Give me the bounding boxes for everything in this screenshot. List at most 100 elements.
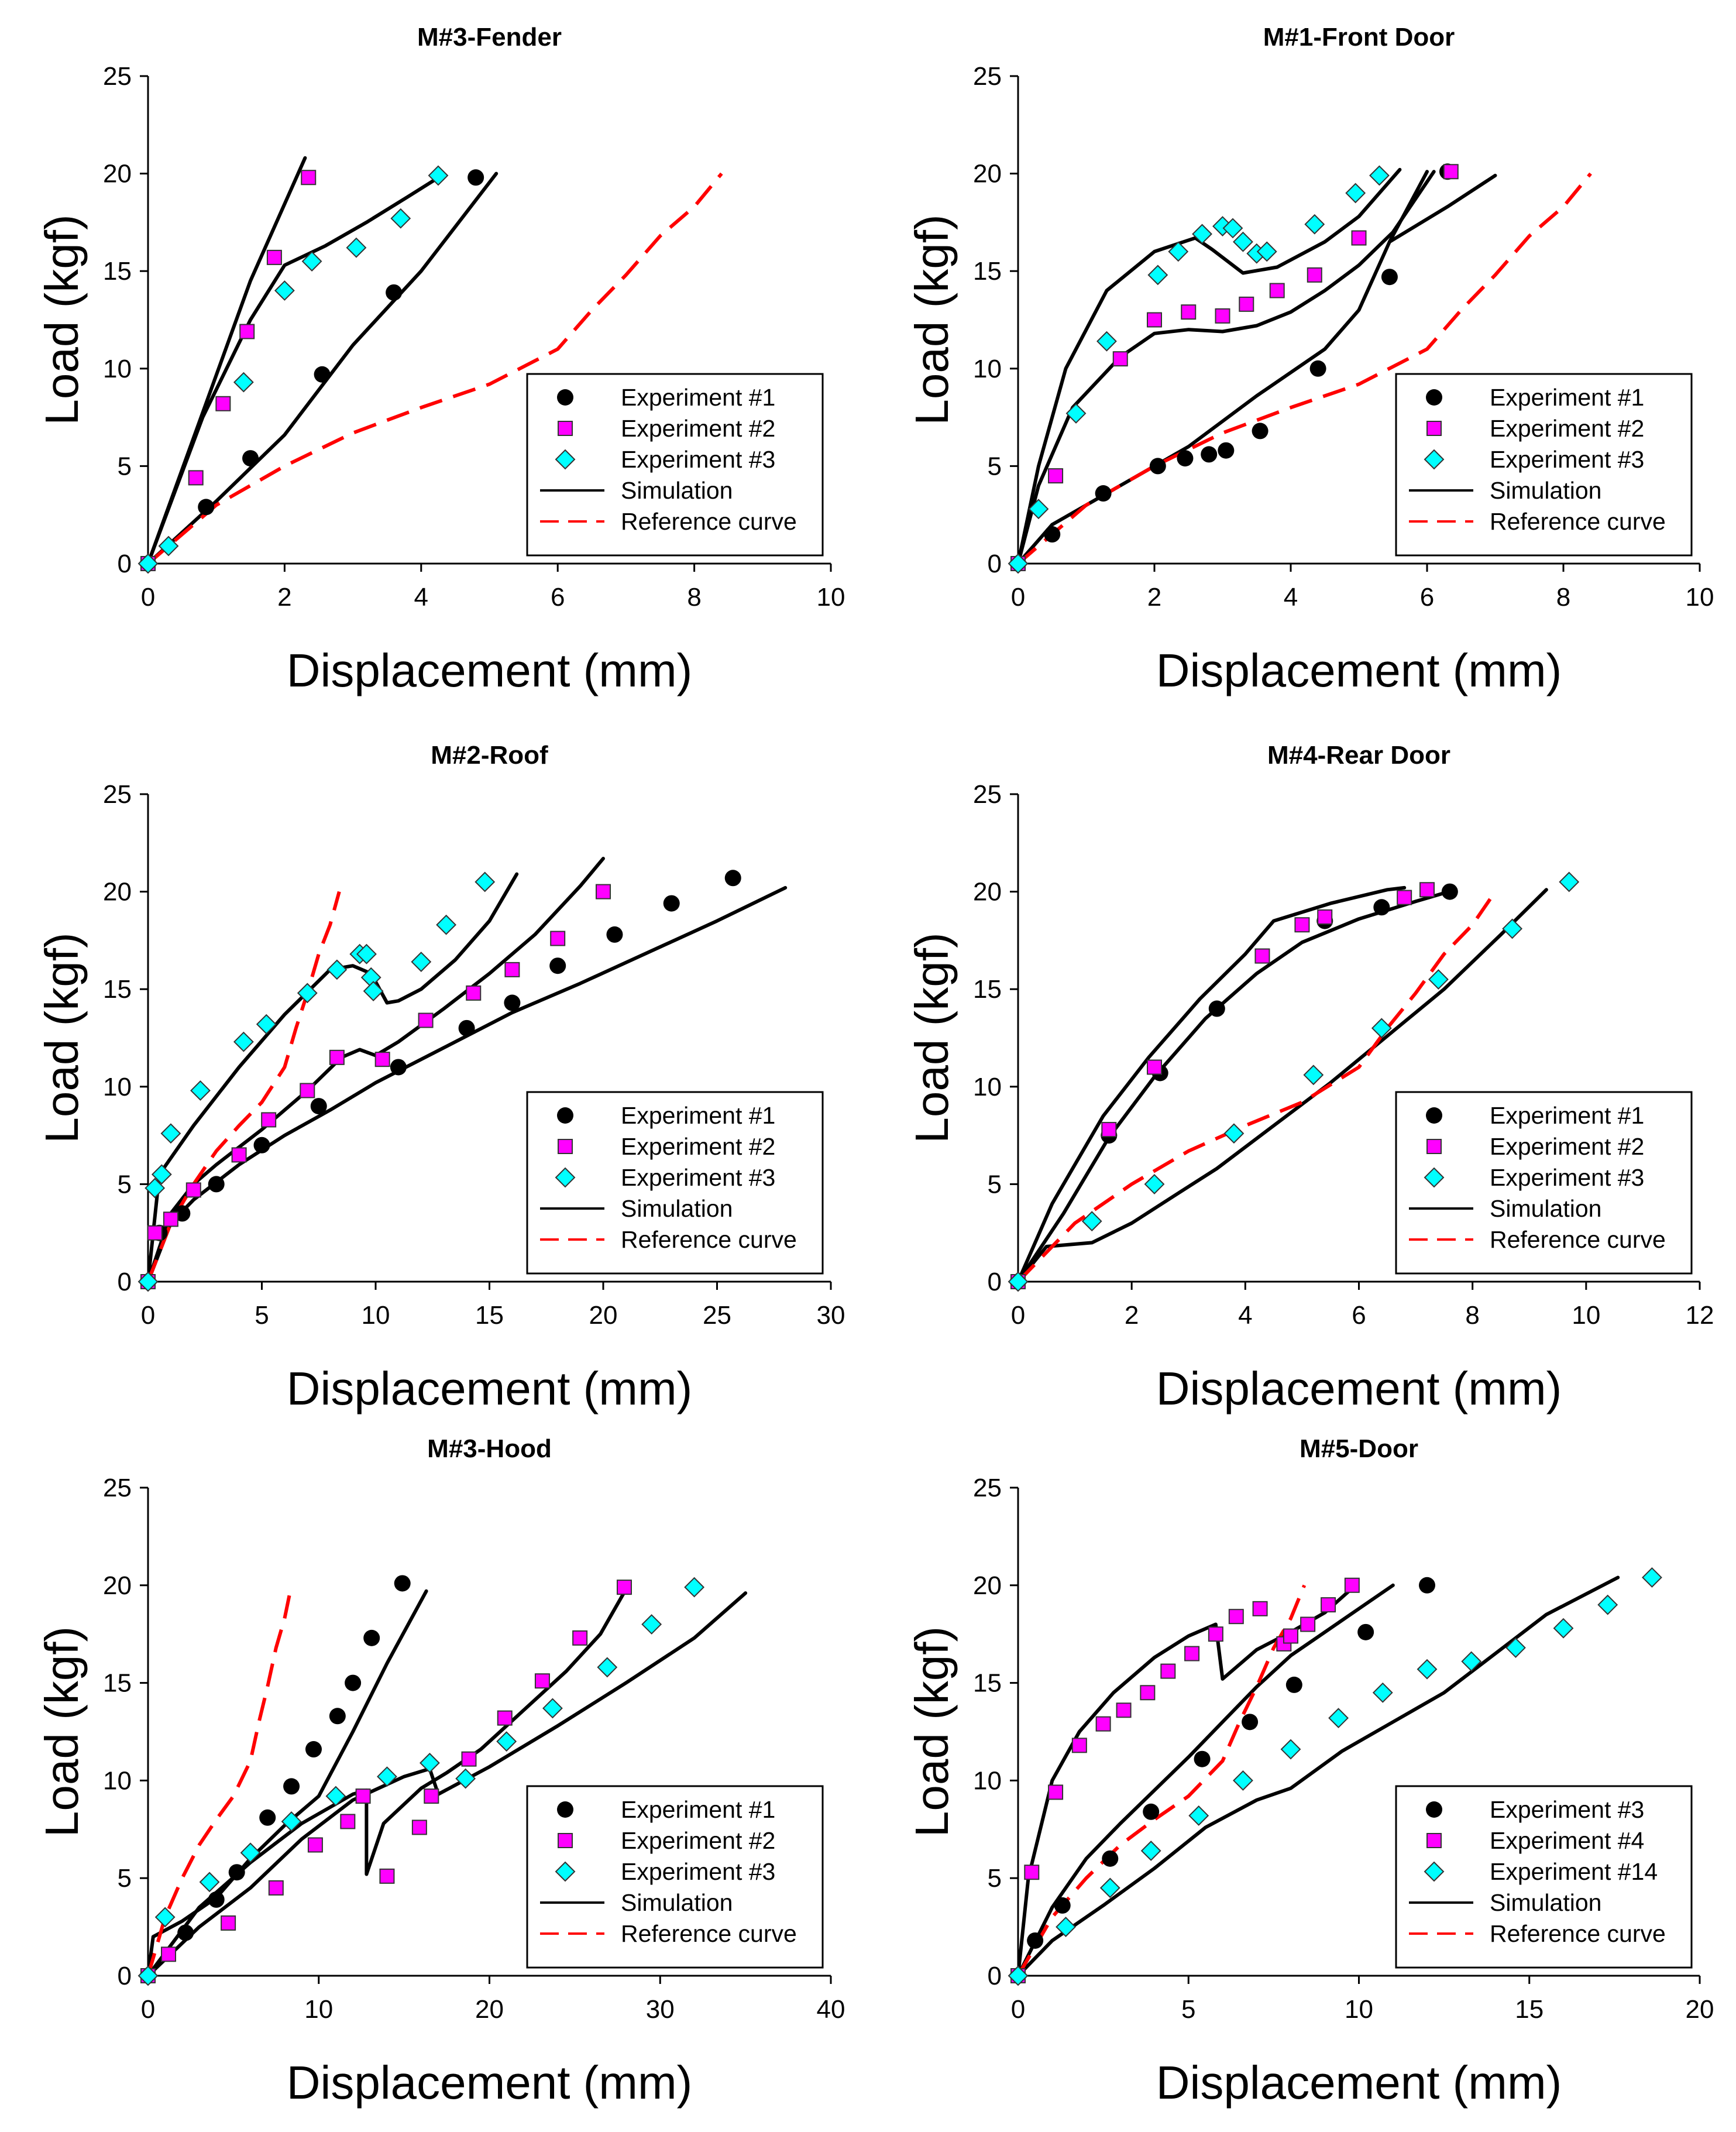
data-point [305,1741,322,1758]
data-point [1192,224,1212,245]
data-point [1419,1577,1435,1594]
data-point [1168,241,1189,262]
data-point [363,1629,380,1646]
chart-title: M#3-Hood [427,1434,552,1463]
data-point [161,1946,177,1962]
legend-label: Experiment #2 [621,1827,775,1854]
data-point [1597,1594,1618,1615]
chart-panel-3: M#2-Roof 0 5 10 15 20 25 0 5 10 15 20 25 30 Displaceme… [36,741,845,1415]
y-tick-label: 20 [973,1571,1002,1600]
chart-panel-1: M#3-Fender 0 5 10 15 20 25 0 2 4 6 8 10 Displacement … [36,23,845,696]
data-point [1228,1609,1244,1625]
data-point [411,952,432,972]
data-point [616,1580,632,1595]
legend-label: Experiment #3 [621,1164,775,1191]
data-point [158,535,179,557]
data-point [534,1673,550,1689]
data-point [411,1819,427,1835]
data-point [208,1891,225,1908]
x-axis-label: Displacement (mm) [287,2057,692,2109]
x-tick-label: 5 [255,1301,269,1330]
simulation-line [146,872,519,1283]
y-tick-label: 15 [973,257,1002,286]
data-point [1177,450,1194,467]
x-tick-label: 6 [1352,1301,1366,1330]
legend-label: Experiment #1 [1490,1102,1644,1129]
data-point [1369,165,1390,186]
data-point [1222,218,1243,239]
simulation-line [146,1587,628,1977]
y-axis-label: Load (kgf) [906,1626,958,1837]
legend-label: Experiment #1 [621,1796,775,1823]
data-point [1239,296,1254,312]
x-tick-label: 30 [817,1301,845,1330]
y-tick-label: 15 [973,975,1002,1004]
data-point [239,324,255,339]
data-point [641,1614,662,1635]
data-point [1285,1676,1302,1693]
data-point [329,1049,345,1065]
legend: Experiment #1 Experiment #2 Experiment #3 S… [1395,1091,1693,1275]
data-point [261,1112,277,1128]
plot-area [1008,163,1592,574]
simulation-line [1016,1575,1620,1977]
data-point [1252,423,1269,440]
data-point [177,1924,194,1941]
data-point [355,1788,371,1804]
data-point [188,470,204,486]
data-point [1140,1685,1156,1701]
chart-title: M#4-Rear Door [1267,741,1450,770]
chart-panel-5: M#3-Hood 0 5 10 15 20 25 0 10 20 30 40 Displacement … [36,1434,845,2109]
reference-curve [1016,1584,1307,1977]
legend-swatch-marker [1426,1833,1442,1848]
y-tick-label: 0 [988,550,1002,578]
data-point [1095,485,1112,502]
x-tick-label: 10 [1686,583,1714,612]
data-point [1397,890,1412,905]
data-point [461,1751,477,1767]
data-point [386,284,403,301]
legend-label: Experiment #3 [1490,1796,1644,1823]
legend-swatch-marker [558,421,573,436]
legend-label: Experiment #1 [1490,384,1644,411]
data-point [550,931,566,946]
data-point [233,372,254,393]
data-point [329,1708,346,1725]
y-tick-label: 15 [973,1669,1002,1698]
data-point [240,1842,261,1863]
data-point [1553,1618,1574,1639]
data-point [346,237,367,258]
x-axis-label: Displacement (mm) [287,644,692,696]
data-point [597,1657,618,1678]
data-point [1208,1626,1223,1642]
data-point [1008,1965,1029,1986]
x-tick-label: 20 [1686,1995,1714,2024]
data-point [663,895,680,912]
x-tick-label: 15 [1515,1995,1544,2024]
legend-label: Reference curve [1490,1226,1666,1253]
y-axis-label: Load (kgf) [906,214,958,425]
legend-box [1395,373,1693,557]
data-point [1256,241,1277,262]
y-tick-label: 10 [973,1766,1002,1795]
reference-curve [1016,890,1497,1283]
data-point [1233,231,1253,252]
data-point [1056,1917,1076,1938]
legend-label: Experiment #3 [621,446,775,473]
x-tick-label: 30 [646,1995,675,2024]
data-point [199,1872,220,1893]
legend: Experiment #1 Experiment #2 Experiment #3 S… [526,1785,824,1969]
data-point [160,1123,181,1144]
data-point [394,1575,411,1592]
data-point [1328,1708,1349,1729]
y-tick-label: 10 [973,355,1002,383]
y-tick-label: 0 [118,1962,132,1990]
data-point [1280,1739,1301,1760]
data-point [190,1080,211,1101]
data-point [1559,871,1580,892]
legend-label: Experiment #14 [1490,1858,1658,1885]
simulation-line [1016,170,1429,565]
data-point [1233,1770,1253,1791]
y-tick-label: 10 [103,355,132,383]
x-tick-label: 20 [475,1995,504,2024]
